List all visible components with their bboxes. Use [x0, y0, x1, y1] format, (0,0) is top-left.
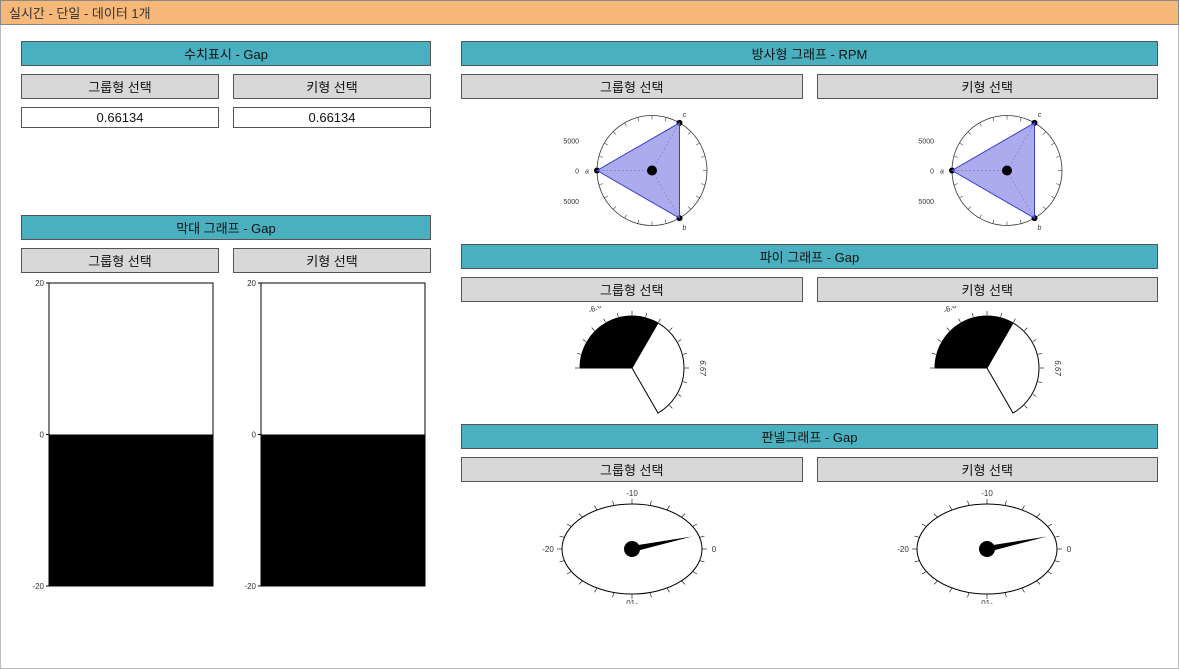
svg-text:b: b [682, 225, 686, 232]
gauge-chart-group: -10 -20 0 01- [461, 486, 803, 604]
radar-key-select[interactable]: 키형 선택 [817, 74, 1159, 99]
svg-text:01-: 01- [981, 599, 993, 604]
svg-text:5000: 5000 [563, 138, 579, 145]
pie-chart-key: -6.676.67-20 [817, 306, 1159, 418]
pie-chart-group: -6.676.67-20 [461, 306, 803, 418]
numeric-group-value: 0.66134 [21, 107, 219, 128]
radar-group-select[interactable]: 그룹형 선택 [461, 74, 803, 99]
bar-chart-group: 20 0 -20 [21, 277, 219, 592]
svg-text:20: 20 [35, 279, 44, 288]
svg-text:-20: -20 [897, 545, 909, 554]
left-column: 수치표시 - Gap 그룹형 선택 키형 선택 0.66134 0.66134 … [21, 41, 431, 652]
svg-text:a: a [585, 169, 589, 176]
gauge-key-select[interactable]: 키형 선택 [817, 457, 1159, 482]
numeric-key-value: 0.66134 [233, 107, 431, 128]
svg-text:0: 0 [252, 430, 257, 439]
svg-text:-20: -20 [542, 545, 554, 554]
pie-panel-title: 파이 그래프 - Gap [461, 244, 1158, 269]
svg-text:0: 0 [1067, 545, 1072, 554]
bar-panel-title: 막대 그래프 - Gap [21, 215, 431, 240]
svg-text:c: c [1038, 112, 1042, 119]
numeric-panel-title: 수치표시 - Gap [21, 41, 431, 66]
svg-text:a: a [940, 169, 944, 176]
svg-text:c: c [683, 112, 687, 119]
gauge-group-select[interactable]: 그룹형 선택 [461, 457, 803, 482]
bar-panel: 막대 그래프 - Gap 그룹형 선택 키형 선택 20 0 -20 20 0 -20 [21, 215, 431, 592]
page-header-title: 실시간 - 단일 - 데이터 1개 [9, 6, 151, 21]
radar-chart-key: a b c 5000 0 5000 [817, 103, 1159, 238]
bar-key-select[interactable]: 키형 선택 [233, 248, 431, 273]
svg-text:b: b [1038, 225, 1042, 232]
radar-chart-group: a b c 5000 0 5000 [461, 103, 803, 238]
svg-text:0: 0 [930, 169, 934, 176]
pie-key-select[interactable]: 키형 선택 [817, 277, 1159, 302]
svg-text:0: 0 [40, 430, 45, 439]
svg-text:5000: 5000 [919, 199, 935, 206]
svg-text:5000: 5000 [919, 138, 935, 145]
gauge-chart-key: -10 -20 0 01- [817, 486, 1159, 604]
svg-text:0: 0 [575, 169, 579, 176]
content-area: 수치표시 - Gap 그룹형 선택 키형 선택 0.66134 0.66134 … [0, 25, 1179, 669]
gauge-panel: 판넬그래프 - Gap 그룹형 선택 키형 선택 -10-20001- -10-… [461, 424, 1158, 604]
numeric-panel: 수치표시 - Gap 그룹형 선택 키형 선택 0.66134 0.66134 [21, 41, 431, 128]
page-header: 실시간 - 단일 - 데이터 1개 [0, 0, 1179, 25]
right-column: 방사형 그래프 - RPM 그룹형 선택 키형 선택 abc500005000 … [461, 41, 1158, 652]
svg-text:20: 20 [247, 279, 256, 288]
radar-panel: 방사형 그래프 - RPM 그룹형 선택 키형 선택 abc500005000 … [461, 41, 1158, 238]
svg-text:-20: -20 [32, 582, 44, 591]
svg-text:0: 0 [712, 545, 717, 554]
svg-text:6.67: 6.67 [1053, 360, 1062, 376]
svg-text:01-: 01- [626, 599, 638, 604]
svg-text:-20: -20 [244, 582, 256, 591]
pie-panel: 파이 그래프 - Gap 그룹형 선택 키형 선택 -6.676.67-20 -… [461, 244, 1158, 418]
bar-chart-key: 20 0 -20 [233, 277, 431, 592]
numeric-group-select[interactable]: 그룹형 선택 [21, 74, 219, 99]
svg-text:-6.67: -6.67 [586, 306, 607, 315]
bar-group-select[interactable]: 그룹형 선택 [21, 248, 219, 273]
svg-text:-6.67: -6.67 [942, 306, 963, 315]
svg-text:-10: -10 [626, 489, 638, 498]
svg-text:6.67: 6.67 [698, 360, 707, 376]
pie-group-select[interactable]: 그룹형 선택 [461, 277, 803, 302]
radar-panel-title: 방사형 그래프 - RPM [461, 41, 1158, 66]
svg-text:-10: -10 [981, 489, 993, 498]
svg-text:5000: 5000 [563, 199, 579, 206]
gauge-panel-title: 판넬그래프 - Gap [461, 424, 1158, 449]
numeric-key-select[interactable]: 키형 선택 [233, 74, 431, 99]
